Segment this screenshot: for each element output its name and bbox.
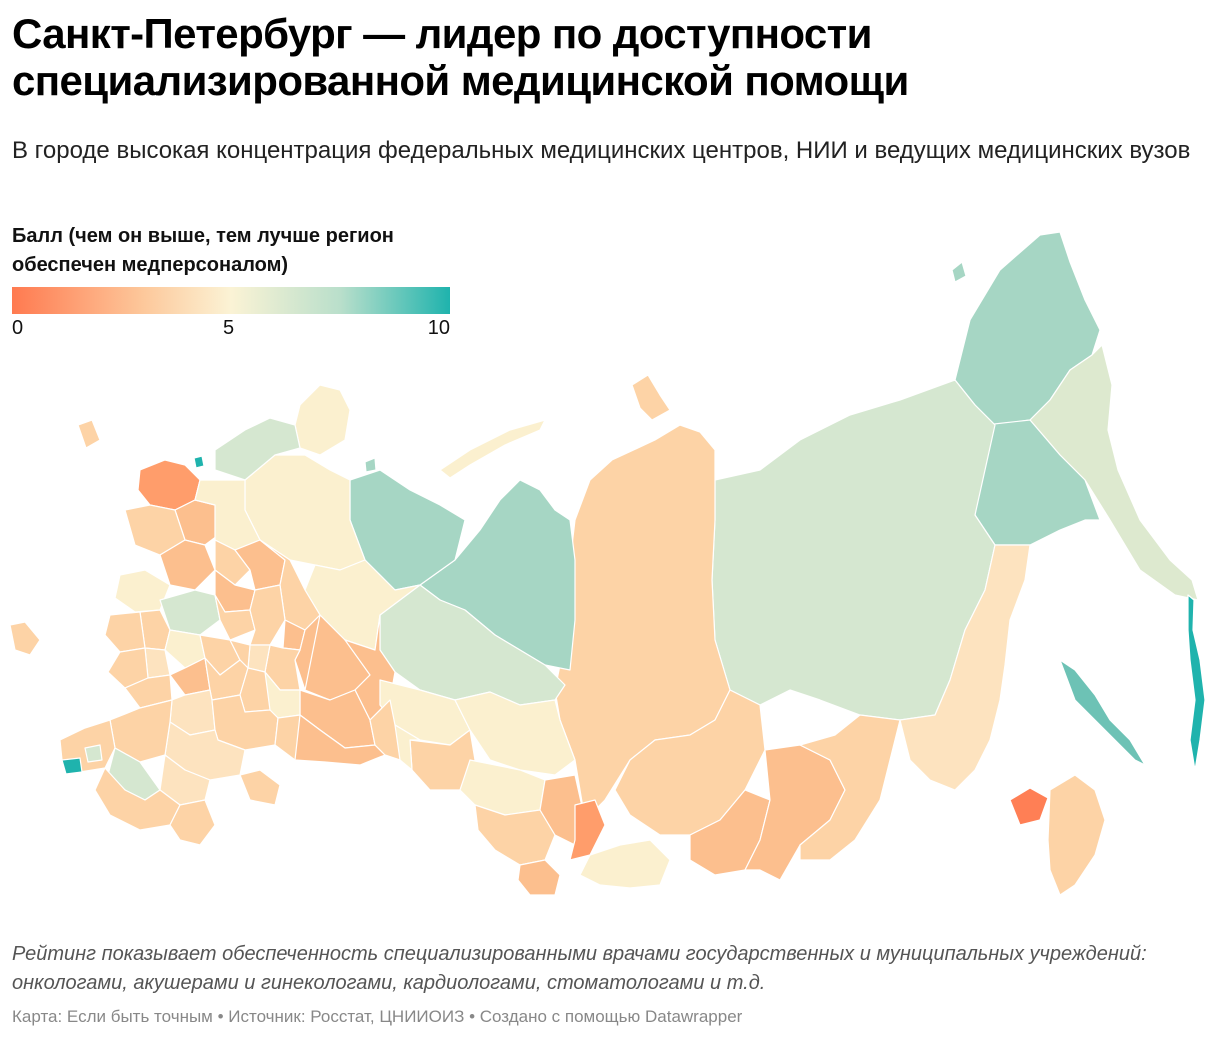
region-kuril-islands[interactable] bbox=[1187, 594, 1206, 771]
region-nizhny-novgorod[interactable] bbox=[249, 584, 286, 646]
region-jewish-ao[interactable] bbox=[1009, 787, 1049, 826]
region-karelia[interactable] bbox=[214, 417, 301, 481]
legend-tick-min: 0 bbox=[12, 317, 24, 339]
region-saint-petersburg[interactable] bbox=[193, 455, 205, 469]
region-adygea[interactable] bbox=[84, 744, 103, 763]
region-amur[interactable] bbox=[799, 714, 901, 861]
region-kaliningrad[interactable] bbox=[77, 419, 101, 449]
region-khmao[interactable] bbox=[379, 584, 566, 706]
region-novaya-zemlya[interactable] bbox=[439, 419, 546, 479]
region-wrangel-island[interactable] bbox=[951, 261, 967, 283]
region-tomsk[interactable] bbox=[454, 691, 576, 776]
region-kolguev[interactable] bbox=[364, 457, 377, 473]
region-udmurtia[interactable] bbox=[294, 614, 321, 691]
footnote: Рейтинг показывает обеспеченность специа… bbox=[12, 943, 1147, 994]
region-yakutia[interactable] bbox=[711, 379, 996, 721]
region-khakassia[interactable] bbox=[569, 799, 606, 861]
region-yaroslavl[interactable] bbox=[214, 539, 251, 586]
page-title: Санкт-Петербург — лидер по доступности с… bbox=[12, 10, 909, 104]
region-murmansk[interactable] bbox=[294, 384, 351, 456]
region-altai-republic[interactable] bbox=[517, 859, 561, 896]
russia-regions-map bbox=[9, 231, 1206, 896]
color-legend: Балл (чем он выше, тем лучше регион обес… bbox=[12, 222, 452, 344]
legend-tick-max: 10 bbox=[427, 317, 450, 339]
region-primorye[interactable] bbox=[1047, 774, 1106, 896]
region-khabarovsk[interactable] bbox=[899, 544, 1031, 791]
legend-tick-mid: 5 bbox=[223, 317, 235, 339]
region-bryansk[interactable] bbox=[104, 611, 146, 653]
region-taimyr-islands[interactable] bbox=[631, 374, 671, 421]
region-belgorod[interactable] bbox=[124, 674, 173, 709]
legend-ticks: 0 5 10 bbox=[12, 314, 452, 344]
region-astrakhan[interactable] bbox=[239, 769, 281, 806]
region-kurgan[interactable] bbox=[394, 724, 421, 771]
region-irkutsk[interactable] bbox=[614, 689, 766, 836]
region-tyva[interactable] bbox=[579, 839, 671, 889]
region-dagestan[interactable] bbox=[169, 799, 216, 846]
page-subtitle: В городе высокая концентрация федеральны… bbox=[12, 137, 1191, 164]
legend-gradient-bar bbox=[12, 287, 450, 314]
region-sevastopol[interactable] bbox=[61, 757, 83, 775]
credits: Карта: Если быть точным • Источник: Росс… bbox=[12, 1007, 743, 1026]
region-kamchatka[interactable] bbox=[1029, 344, 1199, 601]
region-crimea[interactable] bbox=[9, 621, 41, 656]
legend-title: Балл (чем он выше, тем лучше регион обес… bbox=[12, 225, 394, 276]
region-orel[interactable] bbox=[144, 647, 171, 679]
region-sakhalin[interactable] bbox=[1059, 659, 1146, 766]
